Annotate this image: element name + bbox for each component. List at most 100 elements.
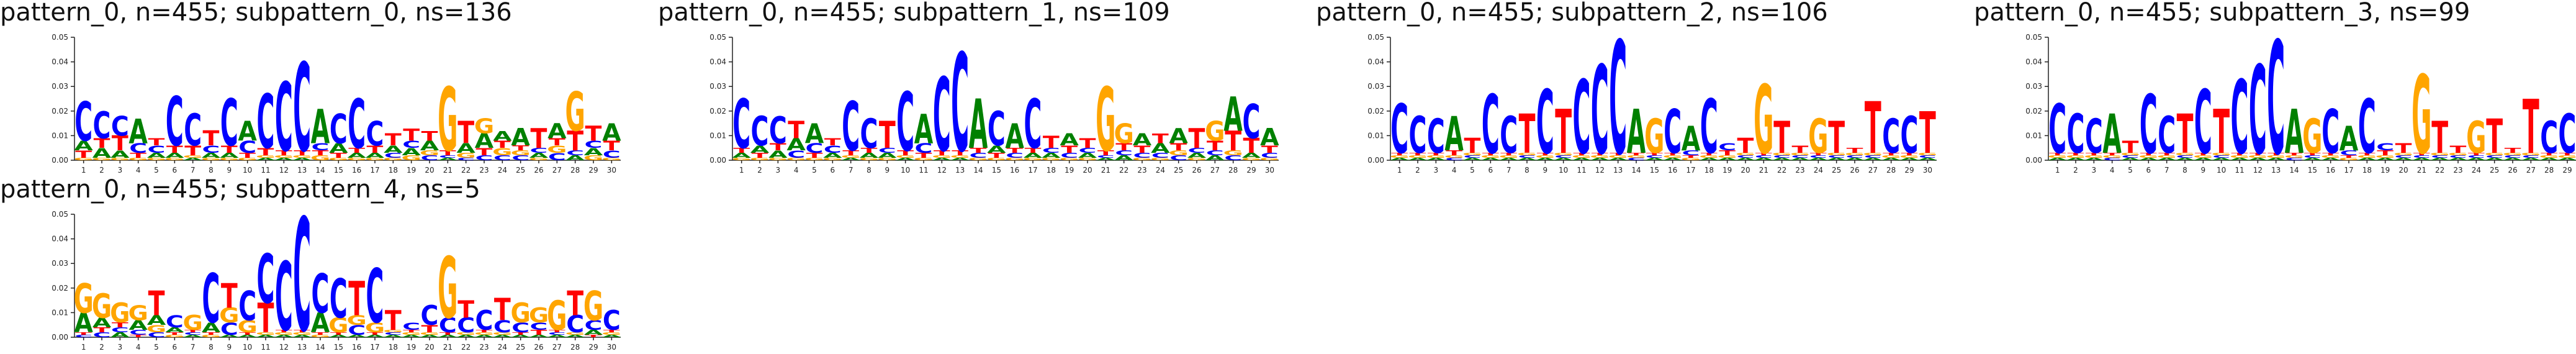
- logo-letter-a: A: [2048, 157, 2067, 161]
- logo-letter-g: G: [2466, 113, 2486, 163]
- logo-letter-g: G: [183, 311, 203, 335]
- logo-letter-c: C: [824, 144, 842, 156]
- logo-letter-a: A: [128, 317, 148, 333]
- logo-letter-g: G: [128, 157, 148, 161]
- x-tick-label: 12: [279, 166, 289, 175]
- logo-letter-g: G: [968, 157, 988, 161]
- logo-letter-a: A: [402, 147, 421, 158]
- x-tick-label: 3: [118, 343, 123, 352]
- x-tick-label: 2: [757, 166, 762, 175]
- logo-letter-a: A: [2157, 157, 2176, 161]
- x-tick-label: 16: [352, 343, 361, 352]
- sequence-logo-chart: 0.000.010.020.030.040.051 2 3 4 5 6 7 8 9 10 11 12 1…: [52, 33, 621, 179]
- x-tick-label: 21: [2417, 166, 2426, 175]
- logo-letter-t: T: [2431, 113, 2448, 163]
- x-tick-label: 27: [1868, 166, 1878, 175]
- logo-letter-t: T: [861, 147, 878, 155]
- logo-letter-a: A: [932, 157, 952, 161]
- x-tick-label: 13: [1613, 166, 1623, 175]
- x-tick-label: 26: [534, 343, 543, 352]
- logo-letter-c: C: [2504, 155, 2522, 158]
- x-tick-label: 11: [261, 343, 270, 352]
- logo-letter-t: T: [897, 149, 914, 157]
- logo-letter-g: G: [2102, 155, 2122, 158]
- logo-letter-a: A: [1114, 154, 1133, 162]
- logo-letter-a: A: [2139, 157, 2158, 161]
- logo-letter-t: T: [842, 149, 859, 157]
- x-tick-label: 30: [1265, 166, 1274, 175]
- logo-letter-g: G: [2248, 155, 2268, 158]
- logo-letter-t: T: [2177, 102, 2194, 166]
- logo-letter-t: T: [2268, 152, 2285, 156]
- logo-letter-t: T: [1646, 152, 1664, 156]
- x-tick-label: 17: [1686, 166, 1695, 175]
- logo-letter-c: C: [1791, 155, 1809, 158]
- logo-letter-t: T: [1261, 144, 1278, 156]
- logo-letter-t: T: [476, 329, 493, 333]
- logo-letter-c: C: [1188, 147, 1206, 155]
- x-tick-label: 22: [2435, 166, 2444, 175]
- logo-letter-c: C: [2286, 157, 2304, 161]
- logo-letter-t: T: [439, 149, 456, 157]
- logo-letter-c: C: [1261, 152, 1279, 160]
- logo-letter-c: C: [530, 147, 548, 155]
- logo-letter-g: G: [1078, 157, 1097, 161]
- logo-letter-t: T: [2286, 152, 2304, 156]
- sequence-logo-chart: 0.000.010.020.030.040.051 2 3 4 5 6 7 8 9 10 11 12 1…: [52, 187, 621, 354]
- logo-letter-c: C: [1500, 107, 1518, 165]
- logo-letter-g: G: [511, 297, 531, 329]
- x-tick-label: 7: [1506, 166, 1511, 175]
- logo-letter-g: G: [2084, 155, 2104, 158]
- x-tick-label: 6: [2146, 166, 2151, 175]
- logo-letter-t: T: [348, 147, 365, 155]
- logo-letter-a: A: [366, 152, 385, 160]
- logo-letter-g: G: [1608, 155, 1628, 158]
- logo-letter-a: A: [2521, 157, 2541, 161]
- x-tick-label: 5: [154, 166, 159, 175]
- logo-letter-c: C: [1682, 149, 1700, 157]
- logo-letter-t: T: [531, 329, 547, 337]
- logo-letter-c: C: [166, 312, 184, 331]
- logo-letter-a: A: [1260, 124, 1279, 152]
- logo-letter-t: T: [148, 284, 165, 324]
- logo-letter-t: T: [1079, 135, 1096, 151]
- logo-letter-g: G: [1223, 149, 1243, 157]
- logo-letter-a: A: [311, 100, 330, 155]
- logo-letter-g: G: [841, 155, 861, 158]
- logo-letter-t: T: [1755, 152, 1773, 156]
- logo-letter-c: C: [2176, 155, 2194, 158]
- y-tick-label: 0.01: [709, 131, 726, 140]
- logo-letter-a: A: [950, 157, 970, 161]
- x-tick-label: 4: [136, 343, 141, 352]
- logo-letter-a: A: [1590, 157, 1610, 161]
- logo-letter-a: A: [92, 315, 112, 330]
- logo-letter-c: C: [1206, 149, 1224, 157]
- logo-letter-c: C: [493, 317, 511, 336]
- logo-letter-a: A: [220, 152, 239, 160]
- logo-letter-c: C: [951, 25, 969, 182]
- x-tick-label: 21: [1759, 166, 1768, 175]
- logo-letter-c: C: [1864, 155, 1882, 158]
- logo-letter-a: A: [896, 157, 915, 161]
- logo-letter-c: C: [493, 154, 511, 162]
- x-tick-label: 19: [407, 343, 416, 352]
- logo-letter-g: G: [92, 287, 112, 326]
- logo-letter-t: T: [184, 329, 202, 333]
- logo-letter-c: C: [2449, 155, 2467, 158]
- logo-letter-t: T: [2304, 152, 2322, 156]
- x-tick-label: 29: [1246, 166, 1256, 175]
- x-tick-label: 18: [389, 343, 398, 352]
- logo-letter-g: G: [1499, 155, 1519, 158]
- logo-letter-c: C: [2522, 155, 2540, 158]
- y-tick-label: 0.01: [1367, 131, 1384, 140]
- logo-letter-c: C: [202, 144, 220, 156]
- logo-letter-g: G: [1480, 155, 1500, 158]
- logo-letter-t: T: [1574, 152, 1591, 156]
- logo-letter-t: T: [1537, 152, 1554, 156]
- logo-letter-c: C: [732, 86, 750, 165]
- logo-letter-g: G: [1462, 152, 1482, 156]
- logo-letter-g: G: [2376, 155, 2395, 158]
- logo-letter-c: C: [293, 187, 311, 354]
- logo-letter-c: C: [1518, 155, 1536, 158]
- logo-letter-a: A: [841, 157, 860, 161]
